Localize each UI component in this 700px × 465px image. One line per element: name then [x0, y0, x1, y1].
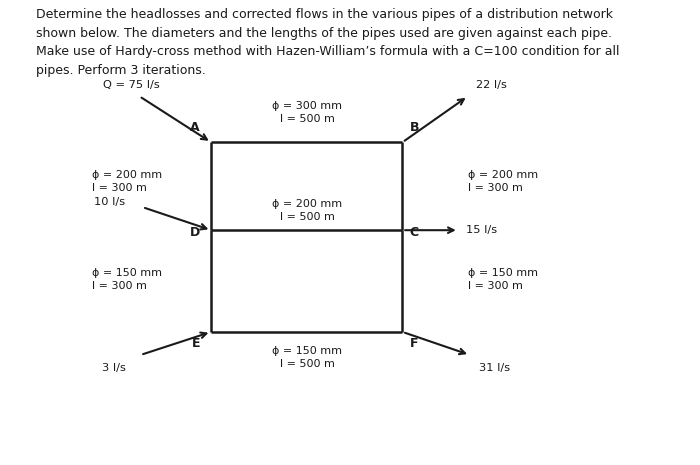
Text: 10 l/s: 10 l/s [94, 198, 125, 207]
Text: B: B [410, 121, 419, 134]
Text: ϕ = 150 mm
l = 300 m: ϕ = 150 mm l = 300 m [92, 268, 162, 291]
Text: 15 l/s: 15 l/s [466, 225, 497, 235]
Text: E: E [192, 337, 200, 350]
Text: 22 l/s: 22 l/s [476, 80, 507, 90]
Text: ϕ = 300 mm
l = 500 m: ϕ = 300 mm l = 500 m [272, 101, 342, 124]
Text: ϕ = 200 mm
l = 300 m: ϕ = 200 mm l = 300 m [92, 170, 162, 193]
Text: A: A [190, 121, 200, 134]
Text: Q = 75 l/s: Q = 75 l/s [103, 80, 160, 90]
Text: ϕ = 200 mm
l = 300 m: ϕ = 200 mm l = 300 m [468, 170, 538, 193]
Text: Determine the headlosses and corrected flows in the various pipes of a distribut: Determine the headlosses and corrected f… [36, 8, 620, 77]
Text: ϕ = 150 mm
l = 300 m: ϕ = 150 mm l = 300 m [468, 268, 538, 291]
Text: 3 l/s: 3 l/s [102, 363, 126, 373]
Text: 31 l/s: 31 l/s [479, 363, 510, 373]
Text: ϕ = 150 mm
l = 500 m: ϕ = 150 mm l = 500 m [272, 345, 342, 369]
Text: C: C [410, 226, 419, 239]
Text: ϕ = 200 mm
l = 500 m: ϕ = 200 mm l = 500 m [272, 199, 342, 222]
Text: D: D [190, 226, 200, 239]
Text: F: F [410, 337, 419, 350]
